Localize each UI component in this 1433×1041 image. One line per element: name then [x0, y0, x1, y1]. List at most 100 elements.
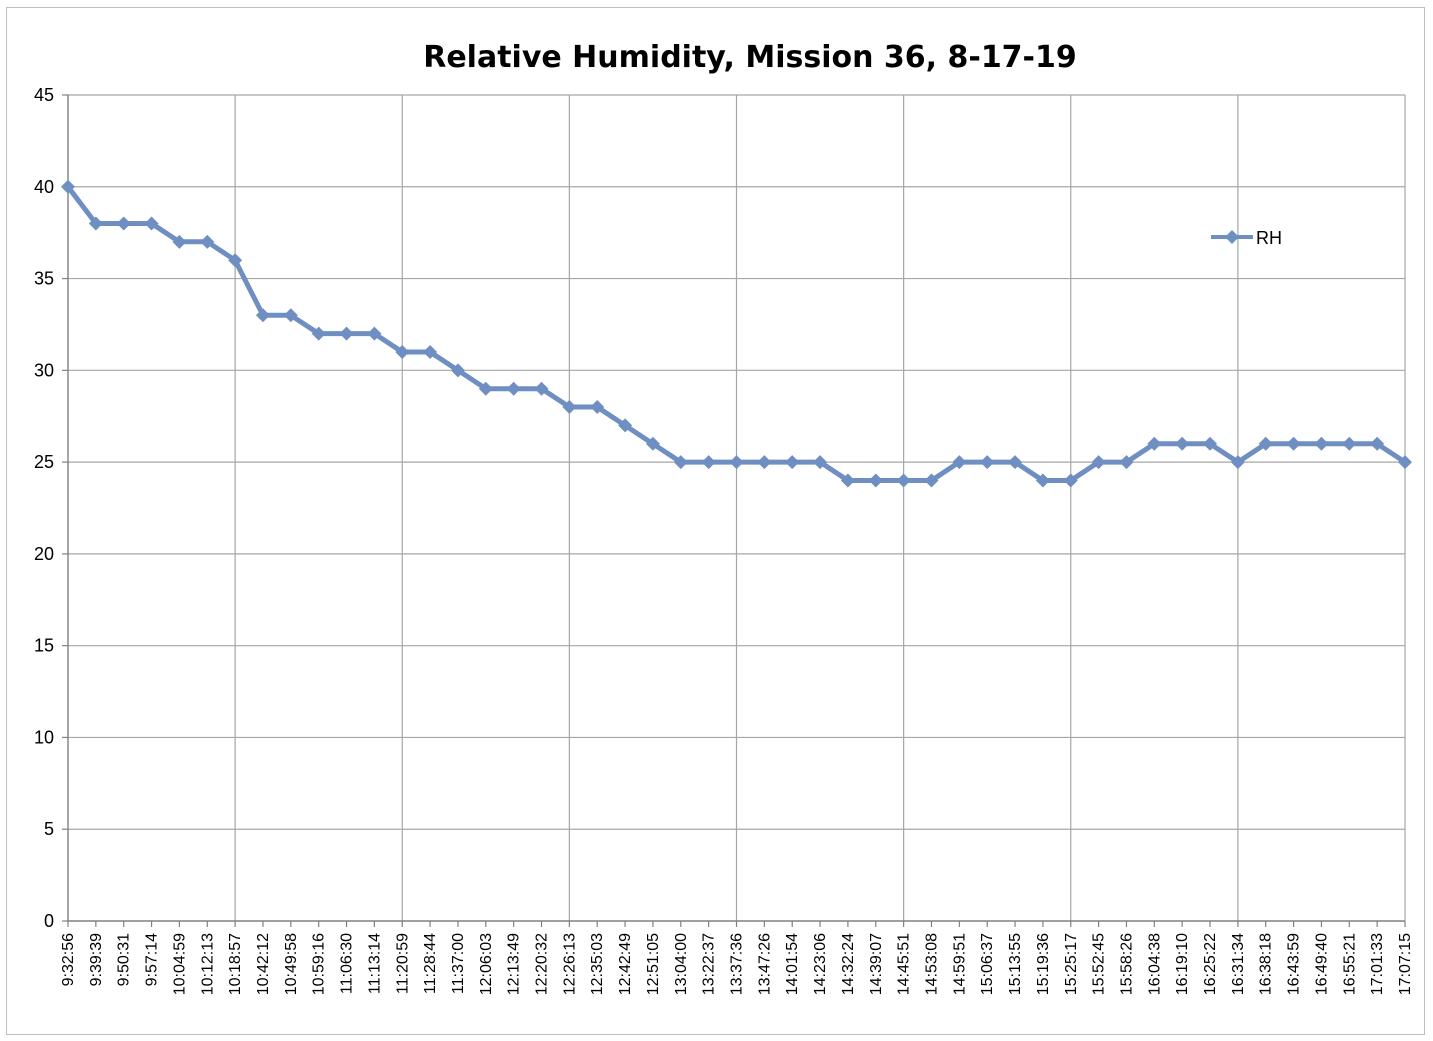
- data-point-rh: [534, 381, 549, 396]
- data-point-rh: [423, 344, 438, 359]
- data-point-rh: [172, 234, 187, 249]
- y-tick-label: 10: [34, 727, 54, 747]
- x-tick-label: 11:13:14: [366, 933, 383, 994]
- data-point-rh: [785, 455, 800, 470]
- x-tick-label: 14:39:07: [868, 933, 885, 995]
- data-point-rh: [116, 216, 131, 231]
- x-tick-label: 9:39:39: [88, 933, 105, 986]
- data-point-rh: [896, 473, 911, 488]
- x-tick-label: 10:49:58: [283, 933, 300, 995]
- data-point-rh: [61, 179, 75, 194]
- data-point-rh: [506, 381, 521, 396]
- y-tick-label: 15: [34, 636, 54, 656]
- x-tick-label: 9:57:14: [144, 933, 161, 986]
- data-point-rh: [980, 455, 995, 470]
- x-tick-label: 17:07:15: [1397, 933, 1414, 995]
- x-tick-label: 12:51:05: [645, 933, 662, 995]
- y-tick-label: 5: [44, 819, 54, 839]
- data-point-rh: [924, 473, 939, 488]
- x-tick-label: 16:49:40: [1313, 933, 1330, 995]
- data-point-rh: [1119, 455, 1134, 470]
- x-tick-label: 10:59:16: [311, 933, 328, 995]
- x-tick-label: 12:35:03: [589, 933, 606, 995]
- data-point-rh: [562, 400, 577, 415]
- legend: RH: [1211, 228, 1282, 248]
- data-point-rh: [228, 253, 243, 268]
- x-tick-label: 9:50:31: [116, 933, 133, 986]
- x-tick-label: 15:52:45: [1091, 933, 1108, 995]
- data-point-rh: [840, 473, 855, 488]
- data-point-rh: [88, 216, 103, 231]
- series-rh: [61, 179, 1412, 488]
- x-tick-label: 14:01:54: [784, 933, 801, 995]
- data-point-rh: [868, 473, 883, 488]
- y-tick-label: 40: [34, 177, 54, 197]
- data-point-rh: [339, 326, 354, 341]
- x-tick-label: 15:25:17: [1063, 933, 1080, 995]
- data-point-rh: [701, 455, 716, 470]
- data-point-rh: [283, 308, 298, 323]
- x-tick-label: 12:42:49: [617, 933, 634, 995]
- y-tick-label: 25: [34, 452, 54, 472]
- x-tick-label: 12:13:49: [506, 933, 523, 995]
- x-tick-label: 16:43:59: [1286, 933, 1303, 995]
- x-tick-label: 15:19:36: [1035, 933, 1052, 995]
- x-tick-label: 10:12:13: [199, 933, 216, 995]
- x-tick-label: 13:22:37: [701, 933, 718, 995]
- y-tick-label: 30: [34, 360, 54, 380]
- data-point-rh: [618, 418, 633, 433]
- data-point-rh: [1230, 455, 1245, 470]
- x-tick-label: 14:59:51: [951, 933, 968, 995]
- x-tick-label: 9:32:56: [60, 933, 77, 986]
- data-point-rh: [1091, 455, 1106, 470]
- data-point-rh: [1063, 473, 1078, 488]
- x-tick-label: 13:37:36: [729, 933, 746, 995]
- data-point-rh: [1175, 436, 1190, 451]
- y-tick-label: 20: [34, 544, 54, 564]
- y-axis-tick-labels: 0 5 10 15 20 25 30 35 40 45: [34, 85, 54, 931]
- data-point-rh: [645, 436, 660, 451]
- x-tick-label: 12:26:13: [561, 933, 578, 995]
- x-tick-label: 10:18:57: [227, 933, 244, 995]
- data-point-rh: [952, 455, 967, 470]
- x-tick-label: 15:06:37: [979, 933, 996, 995]
- data-point-rh: [1314, 436, 1329, 451]
- data-point-rh: [1258, 436, 1273, 451]
- data-point-rh: [1342, 436, 1357, 451]
- data-point-rh: [1008, 455, 1023, 470]
- data-point-rh: [1035, 473, 1050, 488]
- legend-label-rh: RH: [1256, 228, 1282, 248]
- x-tick-label: 14:32:24: [840, 933, 857, 995]
- y-tick-label: 35: [34, 269, 54, 289]
- data-point-rh: [1370, 436, 1385, 451]
- x-tick-label: 16:38:18: [1258, 933, 1275, 995]
- data-point-rh: [255, 308, 270, 323]
- x-tick-label: 10:04:59: [171, 933, 188, 995]
- data-point-rh: [311, 326, 326, 341]
- x-tick-label: 14:53:08: [923, 933, 940, 995]
- x-tick-label: 15:58:26: [1118, 933, 1135, 995]
- x-tick-label: 13:47:26: [756, 933, 773, 995]
- x-tick-label: 16:04:38: [1146, 933, 1163, 995]
- y-tick-label: 45: [34, 85, 54, 105]
- y-tick-label: 0: [44, 911, 54, 931]
- x-tick-label: 12:06:03: [478, 933, 495, 995]
- x-tick-label: 14:23:06: [812, 933, 829, 995]
- data-point-rh: [450, 363, 465, 378]
- x-tick-label: 16:55:21: [1341, 933, 1358, 995]
- data-point-rh: [144, 216, 159, 231]
- data-point-rh: [1286, 436, 1301, 451]
- x-tick-label: 11:37:00: [450, 933, 467, 994]
- data-point-rh: [367, 326, 382, 341]
- x-tick-label: 10:42:12: [255, 933, 272, 995]
- x-tick-label: 16:25:22: [1202, 933, 1219, 995]
- data-point-rh: [200, 234, 215, 249]
- data-point-rh: [729, 455, 744, 470]
- legend-marker-rh: [1225, 230, 1239, 244]
- x-tick-label: 13:04:00: [673, 933, 690, 995]
- axes: [62, 94, 1406, 927]
- chart-title: Relative Humidity, Mission 36, 8-17-19: [423, 40, 1077, 75]
- x-tick-label: 14:45:51: [896, 933, 913, 995]
- x-tick-label: 11:28:44: [422, 933, 439, 994]
